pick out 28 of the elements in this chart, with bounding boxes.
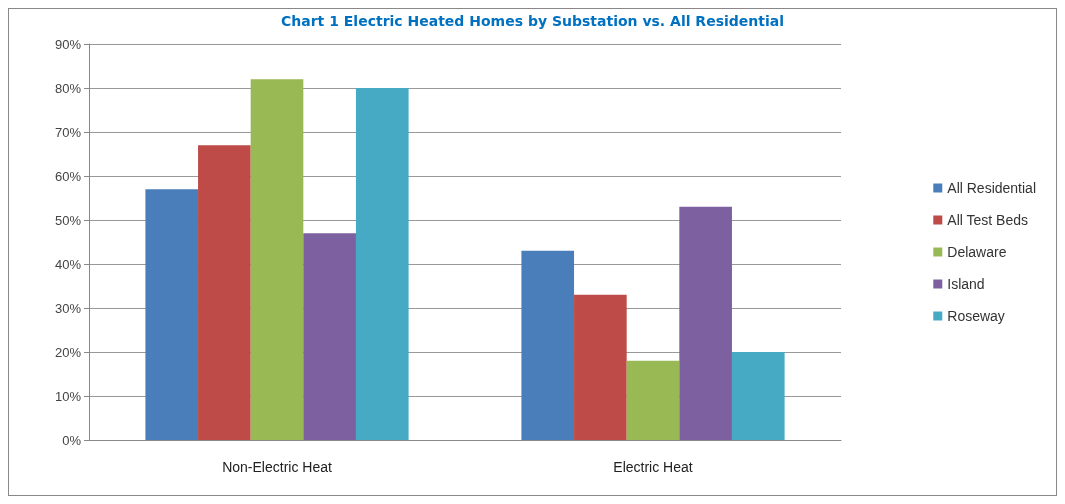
y-tick-label: 30% <box>54 300 82 316</box>
legend-label: Roseway <box>947 308 1005 324</box>
y-tick-label: 80% <box>54 80 82 96</box>
legend-label: All Residential <box>947 180 1037 196</box>
legend-label: Island <box>947 276 985 292</box>
bar <box>574 294 627 440</box>
bar <box>521 250 575 440</box>
legend-label: All Test Beds <box>947 212 1028 228</box>
y-tick-label: 60% <box>54 168 82 184</box>
bar <box>731 352 785 440</box>
chart-title: Chart 1 Electric Heated Homes by Substation vs. All Residential <box>281 13 784 29</box>
y-tick-label: 90% <box>54 36 82 52</box>
bar <box>250 79 304 440</box>
y-tick-label: 0% <box>62 432 82 448</box>
y-tick-label: 50% <box>54 212 82 228</box>
bar <box>145 189 199 440</box>
bar <box>355 88 409 440</box>
bar <box>626 360 680 440</box>
y-tick-label: 70% <box>54 124 82 140</box>
x-tick-label: Electric Heat <box>613 459 693 475</box>
bar <box>198 145 251 440</box>
bar <box>303 233 356 440</box>
x-tick-label: Non-Electric Heat <box>222 459 332 475</box>
y-tick-label: 10% <box>54 388 82 404</box>
y-tick-label: 20% <box>54 344 82 360</box>
bar <box>679 206 732 440</box>
legend-label: Delaware <box>947 244 1007 260</box>
y-tick-label: 40% <box>54 256 82 272</box>
